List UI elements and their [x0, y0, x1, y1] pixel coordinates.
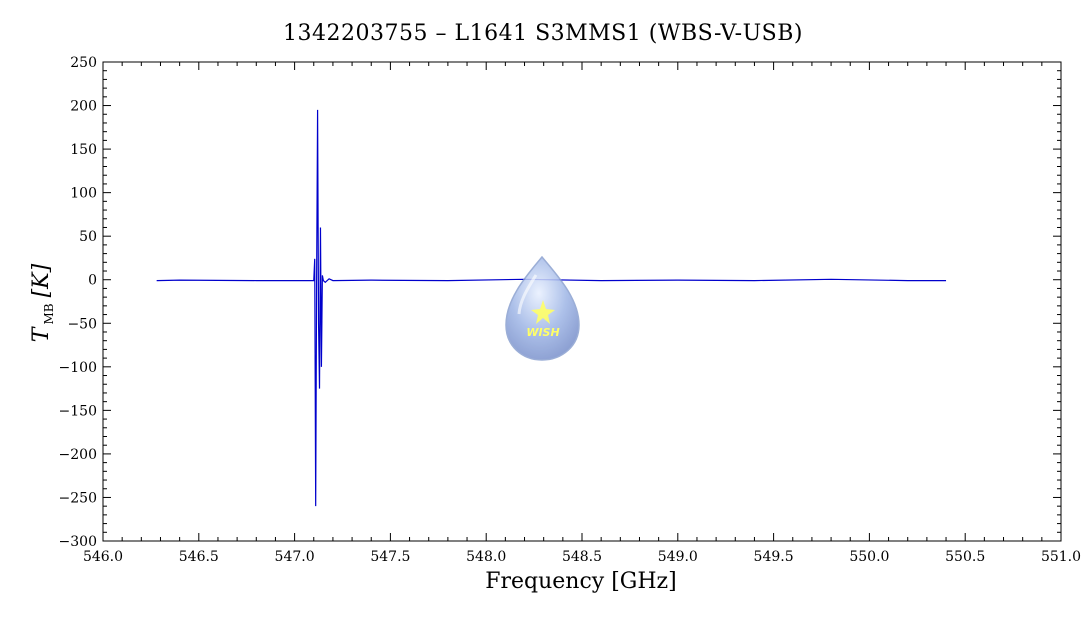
x-tick-label: 550.0 — [849, 549, 889, 565]
y-tick-label: −200 — [59, 447, 97, 463]
x-tick-label: 549.5 — [754, 549, 794, 565]
watermark-label: WISH — [526, 326, 559, 339]
spectrum-series-line — [156, 109, 947, 507]
y-axis-title: TMB [K] — [29, 263, 56, 342]
plot-area: 546.0 546.5 547.0 547.5 548.0 548.5 549.0 549.5… — [59, 55, 1082, 565]
y-tick-label: −250 — [59, 490, 97, 506]
x-tick-label: 546.0 — [83, 549, 123, 565]
y-tick-label: 200 — [70, 99, 97, 115]
x-tick-label: 548.0 — [466, 549, 506, 565]
x-tick-label: 551.0 — [1041, 549, 1081, 565]
x-tick-label: 547.0 — [275, 549, 315, 565]
y-tick-label: 50 — [79, 229, 97, 245]
y-tick-label: 250 — [70, 55, 97, 71]
chart-title: 1342203755 – L1641 S3MMS1 (WBS-V-USB) — [283, 21, 803, 46]
x-tick-label: 548.5 — [562, 549, 602, 565]
y-tick-label: −150 — [59, 403, 97, 419]
y-tick-label: −100 — [59, 360, 97, 376]
y-tick-label: −300 — [59, 534, 97, 550]
y-tick-label: 0 — [88, 273, 97, 289]
y-axis-subscript: MB — [42, 303, 56, 324]
plot-frame — [102, 61, 1062, 542]
x-tick-label: 549.0 — [658, 549, 698, 565]
y-tick-label: 100 — [70, 186, 97, 202]
y-tick-label: 150 — [70, 142, 97, 158]
y-axis-symbol: T — [29, 325, 54, 342]
x-tick-label: 546.5 — [179, 549, 219, 565]
x-tick-label: 547.5 — [370, 549, 410, 565]
x-axis-title: Frequency [GHz] — [485, 569, 677, 594]
svg-text:TMB[K]: TMB [K] — [29, 263, 56, 342]
y-axis-unit: [K] — [29, 263, 54, 297]
wish-watermark-logo: WISH — [505, 255, 580, 361]
x-tick-label: 550.5 — [945, 549, 985, 565]
y-tick-label: −50 — [67, 316, 97, 332]
star-icon — [531, 300, 555, 324]
